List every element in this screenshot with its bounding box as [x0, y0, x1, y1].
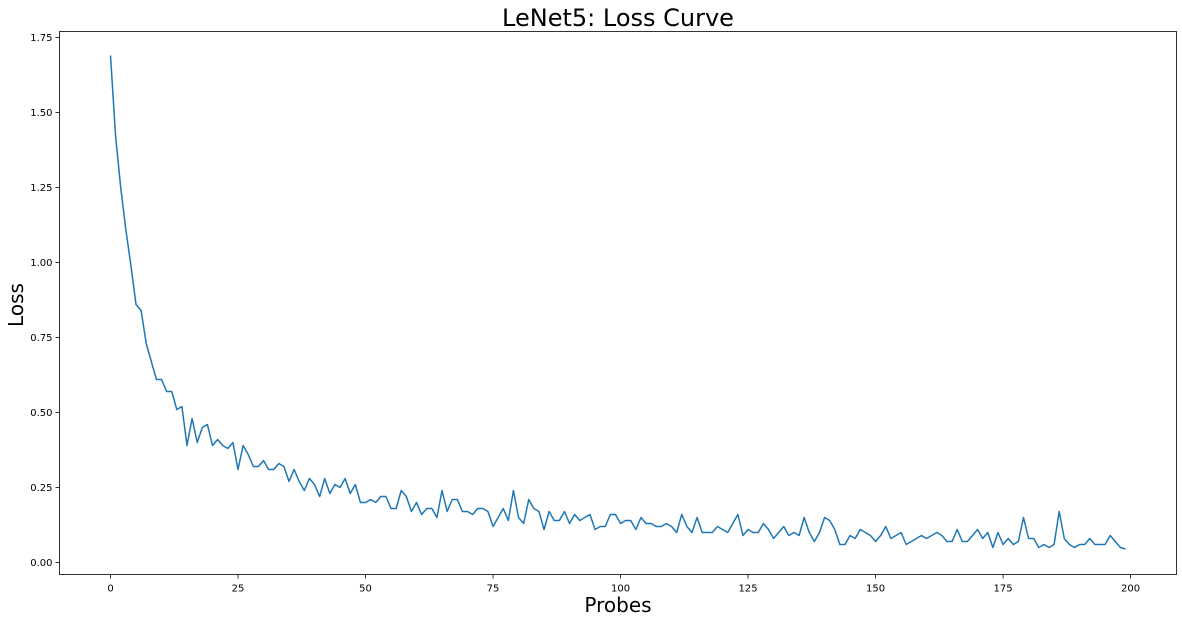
x-tick-label: 25	[232, 584, 245, 595]
chart-title: LeNet5: Loss Curve	[502, 4, 734, 32]
y-tick-label: 0.25	[30, 483, 52, 494]
y-axis-label: Loss	[4, 283, 28, 327]
plot-area	[109, 55, 1126, 550]
y-tick-label: 1.75	[30, 33, 52, 44]
loss-series-line	[109, 55, 1126, 550]
y-tick-label: 0.75	[30, 333, 52, 344]
y-axis: 0.00 0.25 0.50 0.75 1.00 1.25 1.50 1.75	[30, 33, 60, 569]
x-tick-label: 200	[1121, 584, 1140, 595]
x-tick-label: 175	[994, 584, 1013, 595]
axes-frame	[59, 31, 1177, 575]
x-axis: 0 25 50 75 100 125 150 175 200	[107, 574, 1140, 595]
y-tick-label: 1.25	[30, 183, 52, 194]
x-axis-label: Probes	[584, 593, 651, 617]
y-tick-label: 0.00	[30, 558, 52, 569]
x-tick-label: 125	[739, 584, 758, 595]
x-tick-label: 75	[487, 584, 500, 595]
x-tick-label: 0	[107, 584, 113, 595]
x-tick-label: 150	[866, 584, 885, 595]
x-tick-label: 50	[359, 584, 372, 595]
y-tick-label: 0.50	[30, 408, 52, 419]
y-tick-label: 1.50	[30, 108, 52, 119]
y-tick-label: 1.00	[30, 258, 52, 269]
x-tick-label: 100	[611, 584, 630, 595]
